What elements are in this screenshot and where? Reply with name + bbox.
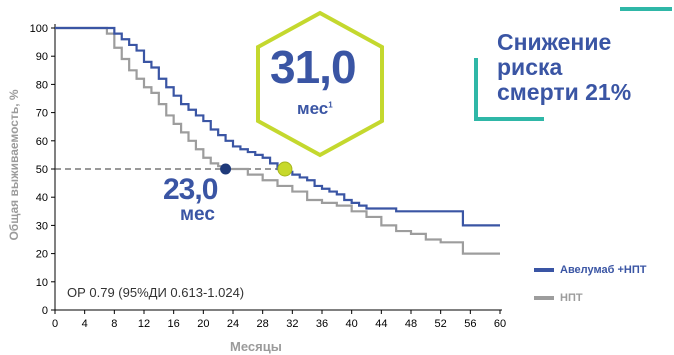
median-np-unit: мес	[180, 204, 215, 225]
median-markers	[220, 161, 293, 177]
hexagon-badge	[256, 10, 384, 158]
hazard-ratio-text: ОР 0.79 (95%ДИ 0.613-1.024)	[67, 285, 245, 300]
legend-item-npt: НПТ	[534, 292, 583, 304]
x-tick-label: 48	[405, 318, 417, 330]
y-tick-label: 30	[36, 220, 48, 232]
median-marker-npt	[220, 163, 232, 175]
x-tick-label: 12	[138, 318, 150, 330]
risk-reduction-headline: Снижение риска смерти 21%	[497, 30, 667, 105]
x-tick-label: 56	[464, 318, 476, 330]
x-tick-label: 60	[494, 318, 506, 330]
headline-line-1: Снижение	[497, 29, 612, 55]
median-np-value: 23,0	[163, 173, 218, 206]
x-tick-label: 0	[52, 318, 58, 330]
y-tick-label: 0	[42, 305, 48, 317]
accent-line-vertical	[474, 58, 478, 120]
legend-swatch	[534, 268, 554, 272]
legend-item-avelumab: Авелумаб +НПТ	[534, 264, 646, 276]
x-tick-label: 40	[346, 318, 358, 330]
y-tick-label: 50	[36, 164, 48, 176]
median-marker-avelumab	[277, 161, 293, 177]
x-tick-label: 16	[168, 318, 180, 330]
y-tick-label: 40	[36, 192, 48, 204]
y-tick-label: 90	[36, 51, 48, 63]
x-tick-label: 28	[257, 318, 269, 330]
series-line-avelumab	[55, 26, 500, 227]
x-tick-label: 52	[435, 318, 447, 330]
legend-label: НПТ	[560, 292, 583, 304]
x-tick-label: 8	[111, 318, 117, 330]
x-tick-label: 32	[286, 318, 298, 330]
y-axis-title: Общая выживаемость, %	[7, 89, 21, 241]
y-tick-label: 10	[36, 277, 48, 289]
legend-label: Авелумаб +НПТ	[560, 264, 647, 276]
y-tick-label: 80	[36, 79, 48, 91]
y-tick-label: 70	[36, 108, 48, 120]
legend-swatch	[534, 296, 554, 300]
headline-line-3: смерти 21%	[497, 79, 632, 105]
y-tick-label: 100	[30, 23, 48, 35]
accent-line-top	[620, 7, 672, 11]
x-tick-label: 4	[82, 318, 88, 330]
median-av-value: 31,0	[270, 41, 357, 93]
headline-line-2: риска	[497, 54, 563, 80]
x-tick-label: 20	[197, 318, 209, 330]
x-tick-label: 44	[375, 318, 387, 330]
median-av-unit: мес1	[297, 99, 333, 118]
x-tick-label: 36	[316, 318, 328, 330]
x-tick-label: 24	[227, 318, 239, 330]
y-tick-label: 60	[36, 136, 48, 148]
accent-line-bottom	[474, 117, 544, 121]
x-axis-title: Месяцы	[230, 339, 282, 354]
y-tick-label: 20	[36, 249, 48, 261]
